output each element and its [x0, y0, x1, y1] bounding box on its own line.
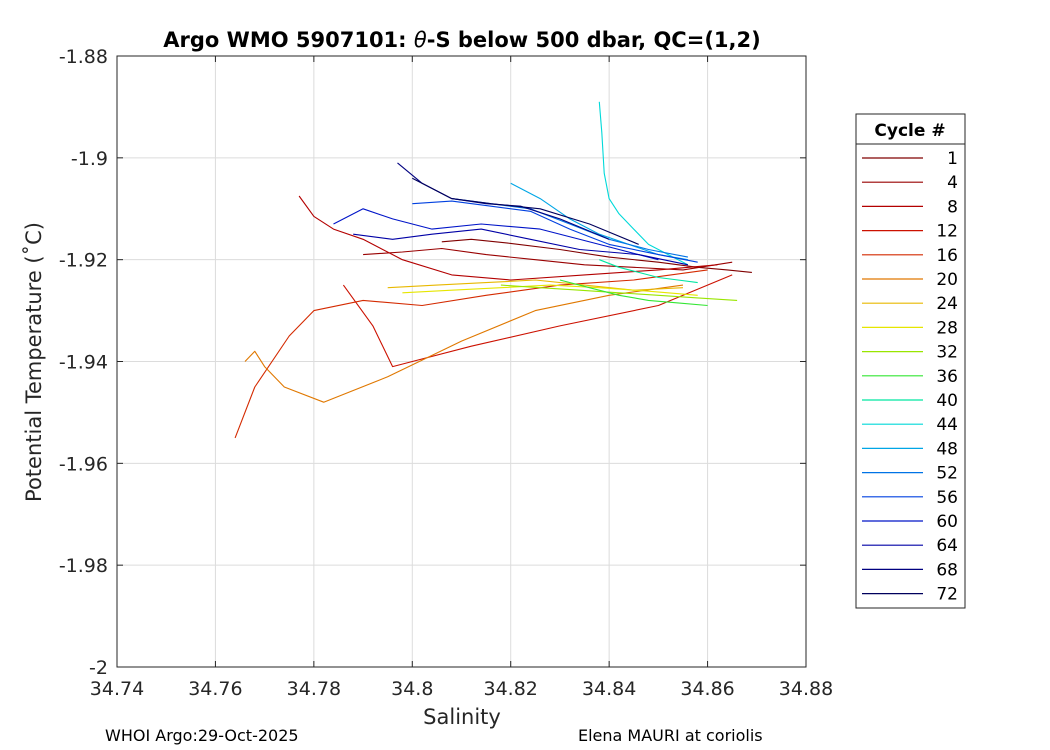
- series-line-cycle-12: [342, 274, 733, 368]
- series-line-cycle-32: [500, 284, 738, 301]
- series-line-cycle-40: [599, 259, 698, 284]
- y-tick-label: -1.96: [59, 453, 108, 475]
- legend-label-cycle-60: 60: [936, 512, 958, 532]
- legend-label-cycle-12: 12: [936, 222, 958, 242]
- legend-label-cycle-56: 56: [936, 488, 958, 508]
- chart-title: Argo WMO 5907101: θ-S below 500 dbar, QC…: [163, 28, 760, 52]
- x-axis-label: Salinity: [423, 705, 501, 729]
- x-tick-label: 34.86: [680, 678, 734, 700]
- x-tick-label: 34.74: [90, 678, 144, 700]
- series-line-cycle-16: [234, 269, 708, 439]
- y-tick-label: -2: [89, 657, 108, 679]
- legend-label-cycle-28: 28: [936, 318, 958, 338]
- chart-title-suffix: -S below 500 dbar, QC=(1,2): [427, 28, 761, 52]
- series-lines: [234, 101, 752, 439]
- x-tick-label: 34.8: [391, 678, 433, 700]
- legend-label-cycle-24: 24: [936, 294, 958, 314]
- series-line-cycle-28: [402, 284, 698, 296]
- legend-label-cycle-52: 52: [936, 464, 958, 484]
- legend-label-cycle-8: 8: [947, 197, 958, 217]
- series-line-cycle-20: [244, 284, 684, 403]
- chart-title-theta: θ: [414, 28, 427, 52]
- series-line-cycle-36: [559, 279, 708, 307]
- series-line-cycle-56: [412, 200, 698, 263]
- x-tick-label: 34.84: [582, 678, 636, 700]
- legend-box: [855, 113, 966, 609]
- legend-label-cycle-44: 44: [936, 415, 958, 435]
- legend-label-cycle-1: 1: [947, 149, 958, 169]
- axes: 34.74 34.76 34.78 34.8 34.82 34.84 34.86 34.88 -…: [59, 46, 833, 700]
- legend-label-cycle-36: 36: [936, 367, 958, 387]
- series-line-cycle-1: [441, 238, 752, 273]
- y-axis-label: Potential Temperature (˚C): [22, 222, 46, 502]
- legend-title: Cycle #: [874, 121, 945, 141]
- legend: Cycle # 14812162024283236404448525660646…: [855, 113, 966, 609]
- y-tick-label: -1.9: [71, 148, 108, 170]
- legend-label-cycle-20: 20: [936, 270, 958, 290]
- x-tick-label: 34.82: [484, 678, 538, 700]
- chart-title-prefix: Argo WMO 5907101:: [163, 28, 414, 52]
- legend-label-cycle-40: 40: [936, 391, 958, 411]
- series-line-cycle-72: [412, 177, 639, 245]
- x-tick-label: 34.76: [188, 678, 242, 700]
- footer-right: Elena MAURI at coriolis: [578, 726, 763, 745]
- series-line-cycle-8: [298, 195, 718, 281]
- series-line-cycle-64: [353, 228, 689, 266]
- x-tick-label: 34.78: [287, 678, 341, 700]
- y-tick-label: -1.98: [59, 555, 108, 577]
- series-line-cycle-52: [451, 198, 689, 258]
- y-tick-label: -1.88: [59, 46, 108, 68]
- y-tick-label: -1.92: [59, 250, 108, 272]
- legend-label-cycle-64: 64: [936, 536, 958, 556]
- series-line-cycle-60: [333, 208, 659, 261]
- grid: [116, 55, 807, 668]
- x-tick-label: 34.88: [779, 678, 833, 700]
- legend-label-cycle-72: 72: [936, 585, 958, 605]
- legend-label-cycle-32: 32: [936, 343, 958, 363]
- legend-label-cycle-68: 68: [936, 560, 958, 580]
- legend-label-cycle-4: 4: [947, 173, 958, 193]
- footer-left: WHOI Argo:29-Oct-2025: [105, 726, 299, 745]
- y-tick-label: -1.94: [59, 352, 108, 374]
- legend-label-cycle-16: 16: [936, 246, 958, 266]
- series-line-cycle-44: [598, 101, 689, 266]
- series-line-cycle-48: [510, 182, 688, 261]
- legend-label-cycle-48: 48: [936, 439, 958, 459]
